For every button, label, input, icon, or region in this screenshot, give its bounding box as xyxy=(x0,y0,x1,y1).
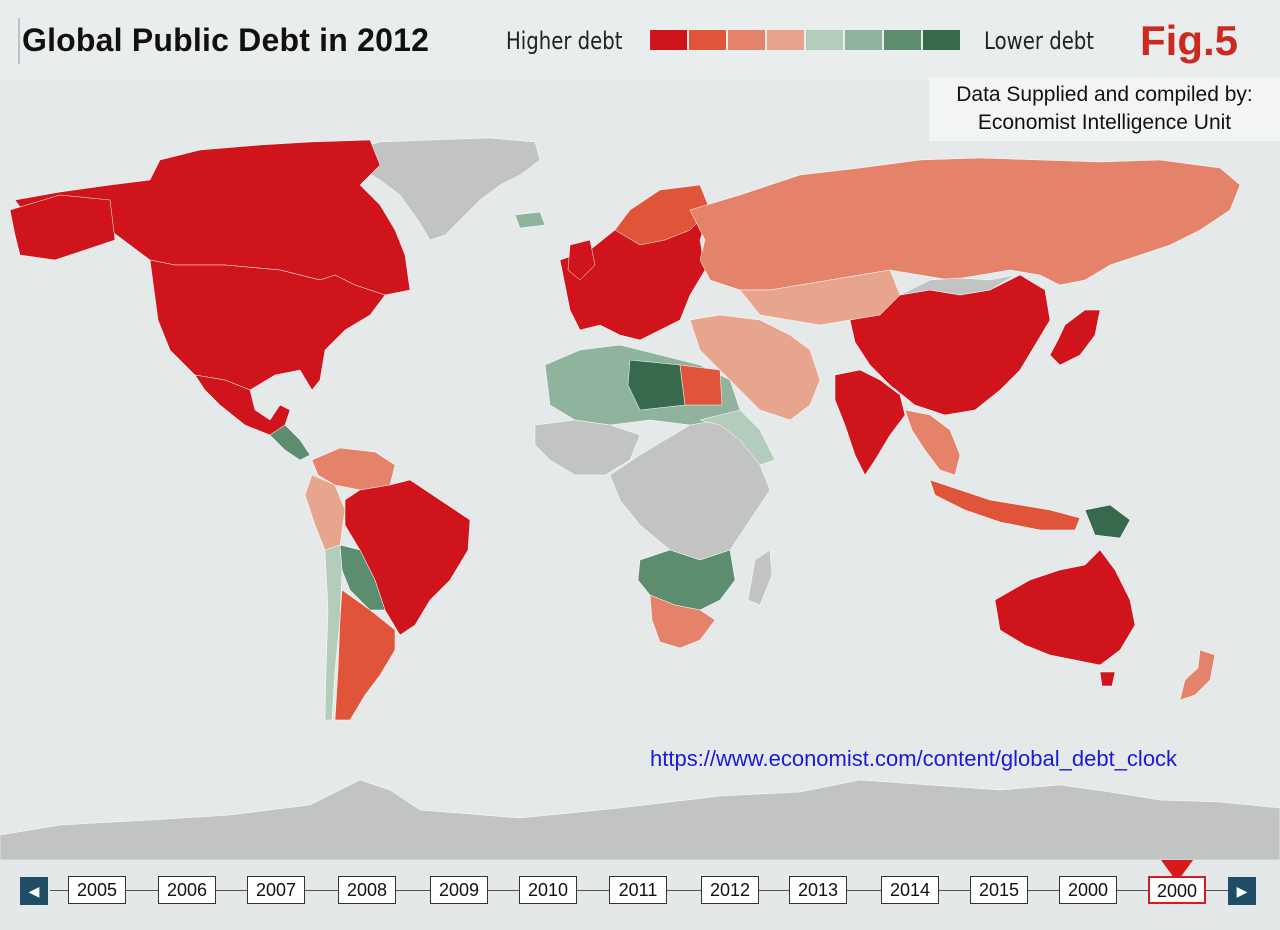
legend-swatch xyxy=(728,30,765,50)
legend-swatch xyxy=(689,30,726,50)
triangle-left-icon[interactable]: ◀ xyxy=(20,877,48,905)
legend-swatch xyxy=(884,30,921,50)
year-button-2012[interactable]: 2012 xyxy=(701,876,759,904)
region-east-africa xyxy=(699,409,776,466)
legend-swatch xyxy=(650,30,687,50)
region-southeast-asia xyxy=(904,409,961,476)
credit-line-2: Economist Intelligence Unit xyxy=(977,111,1232,134)
year-button-2011[interactable]: 2011 xyxy=(609,876,667,904)
region-libya xyxy=(627,359,686,411)
region-argentina xyxy=(334,589,396,721)
year-button-2007[interactable]: 2007 xyxy=(247,876,305,904)
triangle-right-icon[interactable]: ▶ xyxy=(1228,877,1256,905)
year-button-2000[interactable]: 2000 xyxy=(1059,876,1117,904)
legend-low-label: Lower debt xyxy=(984,27,1095,55)
year-timeline: ◀ 2005 2006 2007 2008 2009 2010 2011 2012 2013 20… xyxy=(0,860,1280,930)
legend-swatch xyxy=(806,30,843,50)
credit-box: Data Supplied and compiled by: Economist… xyxy=(929,78,1280,141)
region-japan xyxy=(1049,309,1101,366)
year-button-2006[interactable]: 2006 xyxy=(158,876,216,904)
legend-swatch xyxy=(767,30,804,50)
region-united-kingdom xyxy=(567,239,596,281)
region-madagascar xyxy=(747,549,773,606)
region-iceland xyxy=(514,211,546,229)
region-peru xyxy=(304,474,346,551)
year-button-2010[interactable]: 2010 xyxy=(519,876,577,904)
region-greenland xyxy=(344,137,541,241)
region-new-zealand xyxy=(1179,649,1216,701)
credit-line-1: Data Supplied and compiled by: xyxy=(956,83,1253,106)
region-indonesia xyxy=(929,479,1081,531)
region-west-africa xyxy=(534,419,641,476)
region-australia xyxy=(994,549,1136,666)
region-alaska xyxy=(9,194,116,261)
title-divider xyxy=(18,18,20,64)
legend-high-label: Higher debt xyxy=(506,27,623,55)
legend-color-scale xyxy=(650,30,960,50)
region-russia xyxy=(689,157,1241,291)
region-antarctica xyxy=(0,779,1280,860)
region-india xyxy=(834,369,906,476)
year-button-2000[interactable]: 2000 xyxy=(1148,876,1206,904)
region-bolivia xyxy=(339,544,386,611)
region-tasmania xyxy=(1099,671,1116,687)
region-mongolia xyxy=(899,274,1016,296)
region-central-america xyxy=(269,424,311,461)
region-mexico xyxy=(194,374,291,436)
year-button-2015[interactable]: 2015 xyxy=(970,876,1028,904)
region-south-africa xyxy=(649,594,716,649)
figure-label: Fig.5 xyxy=(1140,17,1239,64)
header: Global Public Debt in 2012 Higher debt L… xyxy=(0,0,1280,80)
source-url[interactable]: https://www.economist.com/content/global… xyxy=(650,746,1178,771)
page-title: Global Public Debt in 2012 xyxy=(22,22,430,58)
region-southern-africa xyxy=(637,549,736,611)
world-map xyxy=(0,80,1280,860)
region-papua-new-guinea xyxy=(1084,504,1131,539)
year-button-2009[interactable]: 2009 xyxy=(430,876,488,904)
year-button-2013[interactable]: 2013 xyxy=(789,876,847,904)
year-button-2008[interactable]: 2008 xyxy=(338,876,396,904)
region-chile xyxy=(324,544,343,721)
legend-swatch xyxy=(923,30,960,50)
year-button-2005[interactable]: 2005 xyxy=(68,876,126,904)
legend-swatch xyxy=(845,30,882,50)
year-button-2014[interactable]: 2014 xyxy=(881,876,939,904)
region-central-africa xyxy=(609,419,771,561)
region-egypt xyxy=(679,364,723,406)
